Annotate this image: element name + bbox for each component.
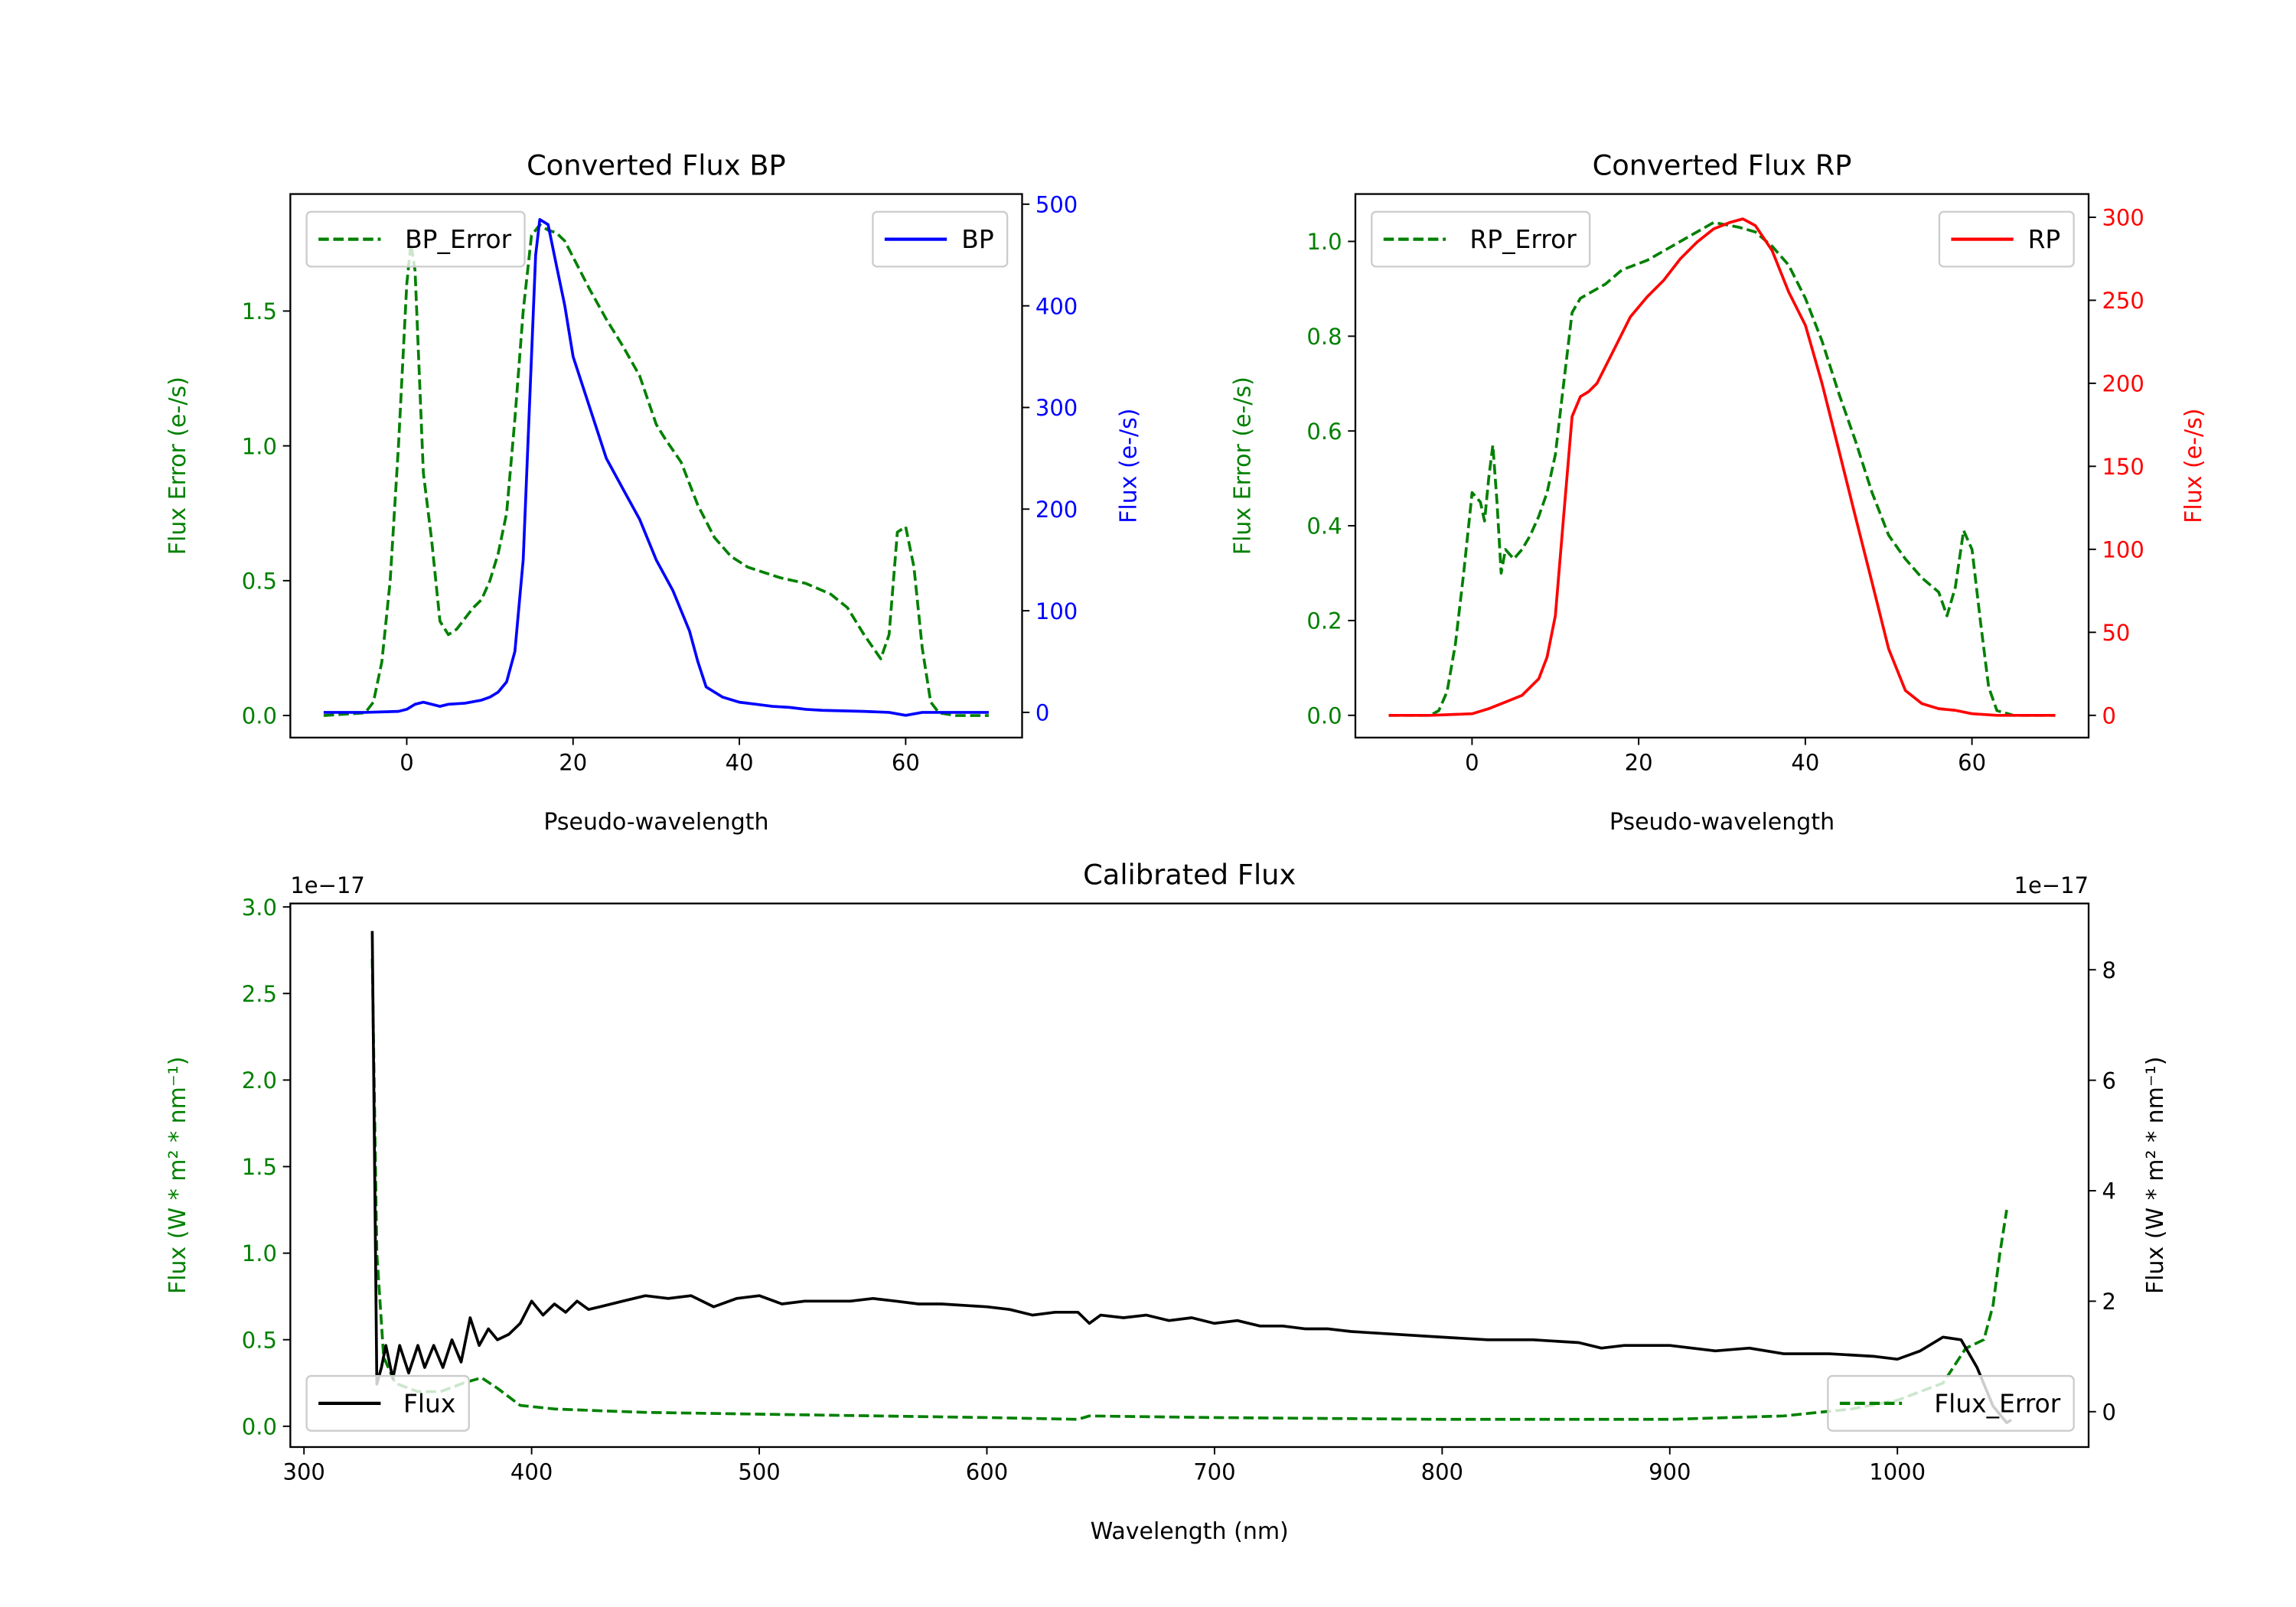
left-y-tick-label: 1.0 <box>242 433 277 459</box>
right-y-tick-label: 150 <box>2102 454 2144 480</box>
left-y-tick-label: 0.6 <box>1306 419 1342 445</box>
right-y-tick-label: 50 <box>2102 620 2130 646</box>
right-y-tick-label: 0 <box>1035 700 1049 726</box>
left-y-axis-label: Flux (W * m² * nm⁻¹) <box>165 1057 191 1294</box>
chart-title: Converted Flux RP <box>1593 148 1852 181</box>
legend-box <box>1371 210 1591 268</box>
x-axis-label: Pseudo-wavelength <box>1609 809 1835 836</box>
series-line-flux <box>370 931 2012 1425</box>
left-y-tick-label: 0.8 <box>1306 324 1342 350</box>
right-y-axis-label: Flux (W * m² * nm⁻¹) <box>2142 1057 2169 1294</box>
left-y-tick-label: 3.0 <box>242 895 277 921</box>
series-line-bp <box>323 217 989 717</box>
right-y-tick-label: 100 <box>1035 598 1078 624</box>
legend-box <box>305 1374 470 1432</box>
x-tick-label: 1000 <box>1869 1459 1926 1485</box>
left-y-tick-label: 1.0 <box>242 1240 277 1266</box>
right-y-tick-label: 8 <box>2102 957 2115 983</box>
x-tick-label: 0 <box>400 749 413 775</box>
x-tick-label: 800 <box>1421 1459 1463 1485</box>
right-y-tick-label: 2 <box>2102 1289 2115 1315</box>
legend-flux-error: Flux_Error <box>1827 1374 2075 1432</box>
legend-label: BP_Error <box>405 224 511 254</box>
x-axis-label: Wavelength (nm) <box>1091 1518 1289 1545</box>
chart-title: Calibrated Flux <box>1083 858 1296 891</box>
right-y-axis-label: Flux (e-/s) <box>2180 409 2207 523</box>
legend-label: RP_Error <box>1469 224 1577 254</box>
right-y-tick-label: 400 <box>1035 293 1078 319</box>
right-y-tick-label: 100 <box>2102 536 2144 562</box>
left-y-tick-label: 1.0 <box>1306 229 1342 255</box>
x-tick-label: 0 <box>1465 749 1479 775</box>
left-y-tick-label: 0.5 <box>242 1327 277 1353</box>
x-tick-label: 20 <box>559 749 587 775</box>
legend-flux: Flux <box>305 1374 470 1432</box>
legend-box <box>305 210 526 268</box>
left-y-axis-label: Flux Error (e-/s) <box>165 376 191 555</box>
left-y-tick-label: 0.2 <box>1306 608 1342 634</box>
axes-frame <box>289 902 2090 1449</box>
legend-label: RP <box>2028 224 2061 254</box>
legend-label: Flux_Error <box>1934 1388 2060 1418</box>
right-y-axis-label: Flux (e-/s) <box>1116 409 1143 523</box>
legend-rp-error: RP_Error <box>1371 210 1591 268</box>
x-tick-label: 40 <box>1791 749 1819 775</box>
right-y-tick-label: 0 <box>2102 1399 2115 1425</box>
legend-bp-error: BP_Error <box>305 210 526 268</box>
panel-0: 0 20 40 60 0.0 0.5 1.0 1.5 Flux Error (e-/s) 0 100… <box>165 148 1143 835</box>
x-axis-label: Pseudo-wavelength <box>543 809 768 836</box>
left-y-tick-label: 0.0 <box>242 1413 277 1439</box>
left-y-tick-label: 0.0 <box>1306 702 1342 729</box>
series-line-bp-error <box>323 223 989 717</box>
left-offset-text: 1e−17 <box>290 872 365 898</box>
legend-bp: BP <box>872 210 1009 268</box>
x-tick-label: 60 <box>1958 749 1986 775</box>
x-tick-label: 500 <box>738 1459 780 1485</box>
right-y-tick-label: 200 <box>1035 497 1078 523</box>
right-y-tick-label: 300 <box>1035 395 1078 421</box>
legend-label: BP <box>961 224 993 254</box>
left-y-tick-label: 0.4 <box>1306 513 1342 539</box>
right-y-tick-label: 6 <box>2102 1068 2115 1094</box>
right-y-tick-label: 200 <box>2102 371 2144 397</box>
x-tick-label: 300 <box>283 1459 325 1485</box>
right-y-tick-label: 500 <box>1035 191 1078 217</box>
x-tick-label: 400 <box>510 1459 553 1485</box>
panel-1: 0 20 40 60 0.0 0.2 0.4 0.6 0.8 1.0 Flux Error (e-/… <box>1230 148 2208 835</box>
x-tick-label: 60 <box>892 749 920 775</box>
right-y-tick-label: 300 <box>2102 205 2144 231</box>
right-y-tick-label: 250 <box>2102 288 2144 314</box>
x-tick-label: 900 <box>1649 1459 1691 1485</box>
left-y-axis-label: Flux Error (e-/s) <box>1230 376 1257 555</box>
left-y-tick-label: 0.0 <box>242 703 277 729</box>
series-line-rp <box>1388 217 2056 717</box>
right-y-tick-label: 0 <box>2102 702 2115 729</box>
left-y-tick-label: 2.5 <box>242 981 277 1007</box>
axes-frame <box>289 193 1023 739</box>
legend-rp: RP <box>1938 210 2075 268</box>
right-y-tick-label: 4 <box>2102 1178 2115 1204</box>
left-y-tick-label: 1.5 <box>242 298 277 324</box>
x-tick-label: 20 <box>1625 749 1653 775</box>
series-line-rp-error <box>1388 220 2056 717</box>
x-tick-label: 40 <box>726 749 754 775</box>
chart-title: Converted Flux BP <box>527 148 786 181</box>
legend-label: Flux <box>403 1388 455 1418</box>
x-tick-label: 700 <box>1193 1459 1235 1485</box>
left-y-tick-label: 1.5 <box>242 1154 277 1180</box>
x-tick-label: 600 <box>966 1459 1008 1485</box>
right-offset-text: 1e−17 <box>2014 872 2089 898</box>
panel-2: 300 400 500 600 700 800 900 1000 0.0 0.5 1.0 1.5 2.0… <box>165 858 2169 1544</box>
left-y-tick-label: 2.0 <box>242 1068 277 1094</box>
legend-box <box>1827 1374 2075 1432</box>
left-y-tick-label: 0.5 <box>242 568 277 594</box>
